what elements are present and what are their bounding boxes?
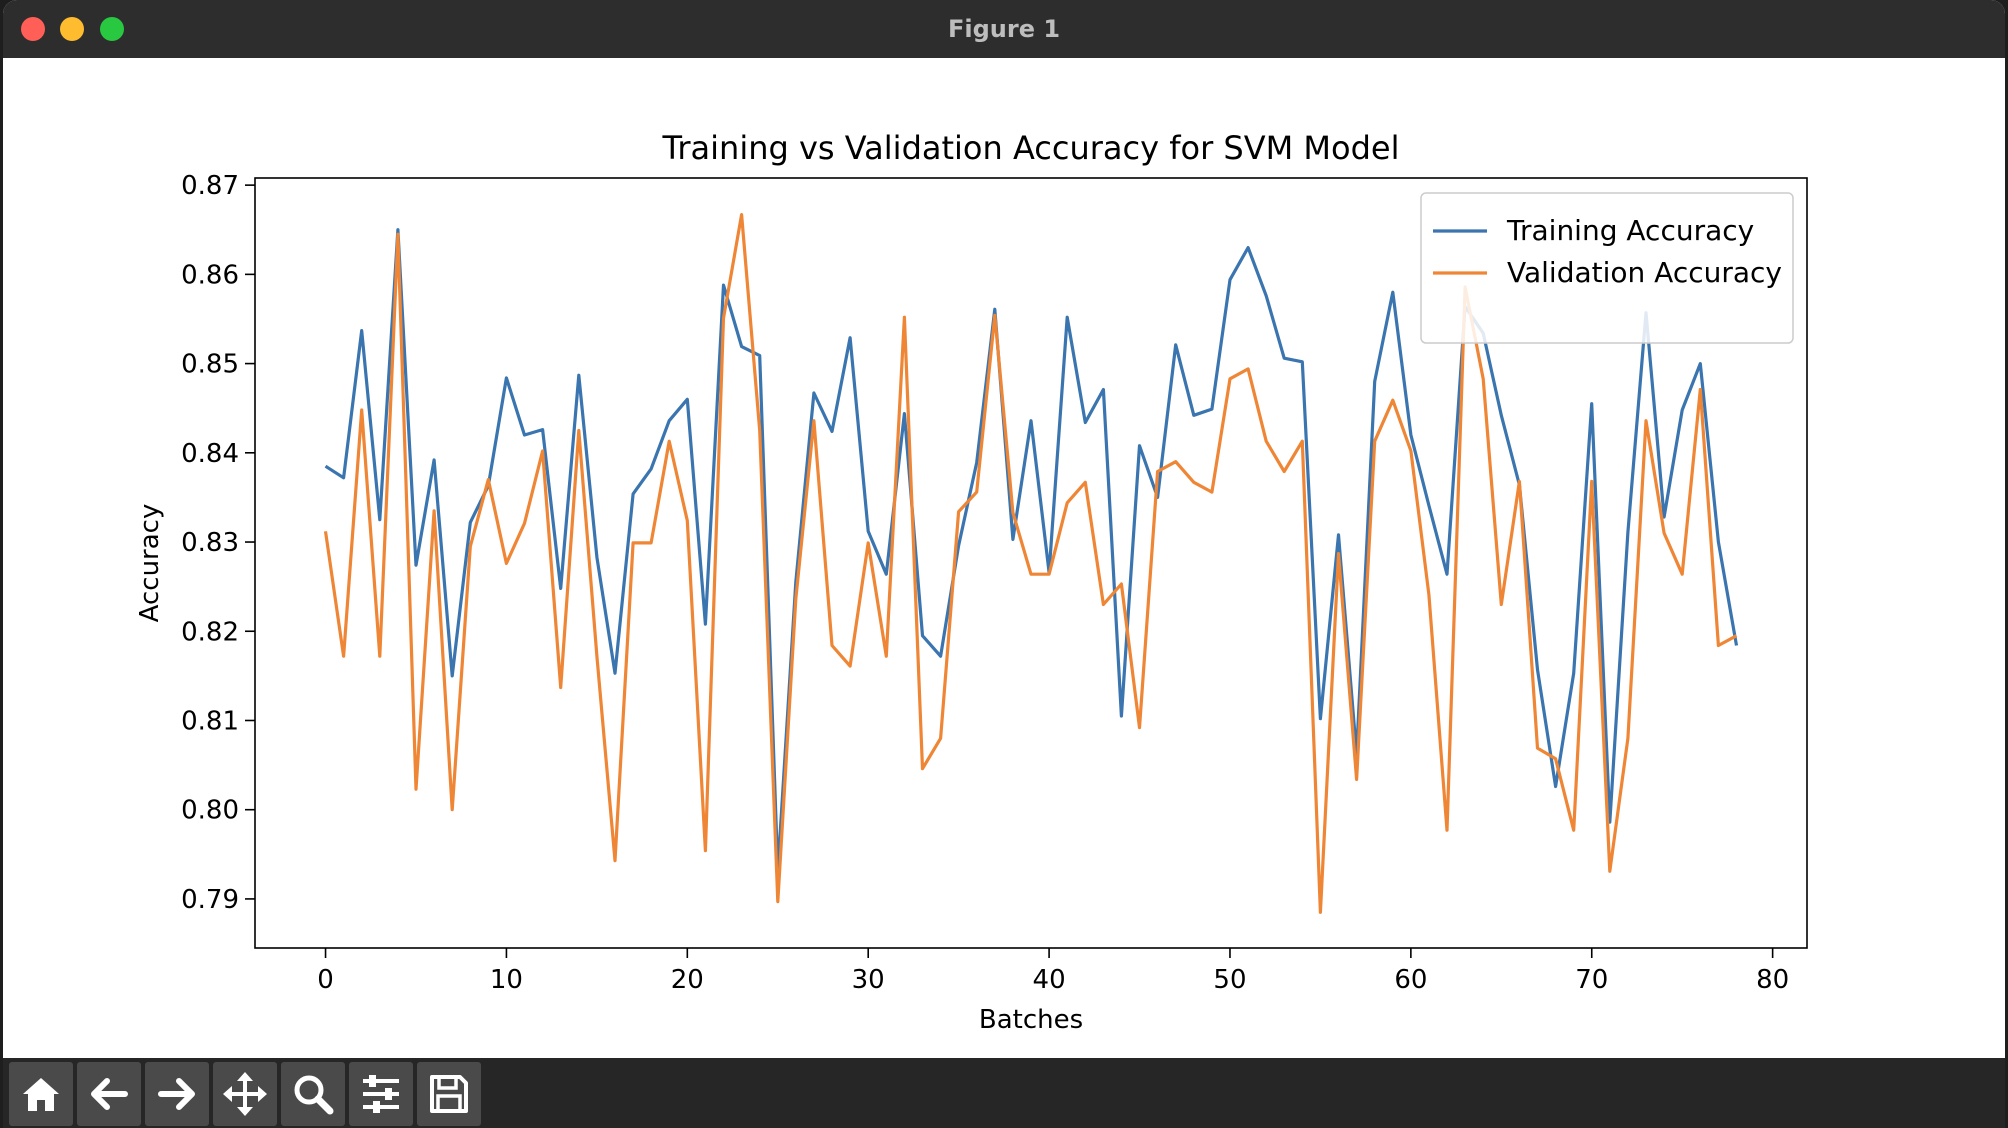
line-chart: Training vs Validation Accuracy for SVM … <box>135 129 1808 1035</box>
x-tick-label: 10 <box>490 965 523 995</box>
y-tick-label: 0.80 <box>181 796 239 826</box>
y-tick-label: 0.81 <box>181 706 239 736</box>
training-accuracy-line <box>324 228 1739 873</box>
home-icon <box>23 1078 59 1111</box>
minimize-window-button[interactable] <box>60 17 84 41</box>
y-tick-label: 0.83 <box>181 528 239 558</box>
save-button[interactable] <box>417 1062 481 1126</box>
close-window-button[interactable] <box>21 17 45 41</box>
x-tick-label: 70 <box>1575 965 1608 995</box>
magnifier-icon <box>294 1075 334 1115</box>
window-title: Figure 1 <box>947 15 1061 43</box>
x-tick-label: 80 <box>1756 965 1789 995</box>
move-icon <box>223 1072 267 1116</box>
chart-title: Training vs Validation Accuracy for SVM … <box>662 129 1400 167</box>
x-tick-label: 60 <box>1394 965 1427 995</box>
x-tick-label: 40 <box>1033 965 1066 995</box>
legend-entry: Training Accuracy <box>1506 214 1754 247</box>
maximize-window-button[interactable] <box>100 17 124 41</box>
floppy-disk-icon <box>430 1075 468 1113</box>
zoom-button[interactable] <box>281 1062 345 1126</box>
y-tick-label: 0.85 <box>181 350 239 380</box>
y-tick-label: 0.87 <box>181 171 239 201</box>
y-tick-label: 0.82 <box>181 617 239 647</box>
arrow-right-icon <box>158 1078 195 1110</box>
figure-canvas: Training vs Validation Accuracy for SVM … <box>3 58 2005 1058</box>
x-tick-label: 50 <box>1213 965 1246 995</box>
x-tick-label: 20 <box>671 965 704 995</box>
legend-box <box>1420 192 1794 344</box>
pan-button[interactable] <box>213 1062 277 1126</box>
series-layer <box>323 213 1739 914</box>
sliders-icon <box>363 1075 399 1113</box>
figure-window: Figure 1 Training vs Validation Accuracy… <box>3 0 2005 1128</box>
plot-frame <box>254 177 1808 949</box>
forward-button[interactable] <box>145 1062 209 1126</box>
navigation-toolbar <box>3 1058 2005 1128</box>
validation-accuracy-line <box>323 213 1738 914</box>
legend-entry: Validation Accuracy <box>1507 256 1782 289</box>
arrow-left-icon <box>91 1078 128 1110</box>
x-axis-label: Batches <box>979 1005 1083 1035</box>
y-tick-label: 0.79 <box>181 885 239 915</box>
configure-subplots-button[interactable] <box>349 1062 413 1126</box>
y-tick-label: 0.84 <box>181 439 239 469</box>
axis-ticks: 0 10 20 30 40 50 60 70 80 0.79 0.80 0.81 0.82 0.83 0.8… <box>181 171 1789 995</box>
back-button[interactable] <box>77 1062 141 1126</box>
x-tick-label: 30 <box>852 965 885 995</box>
title-bar: Figure 1 <box>3 0 2005 59</box>
legend: Training Accuracy Validation Accuracy <box>1420 192 1794 344</box>
y-tick-label: 0.86 <box>181 260 239 290</box>
home-button[interactable] <box>9 1062 73 1126</box>
x-tick-label: 0 <box>317 965 334 995</box>
y-axis-label: Accuracy <box>135 504 165 623</box>
